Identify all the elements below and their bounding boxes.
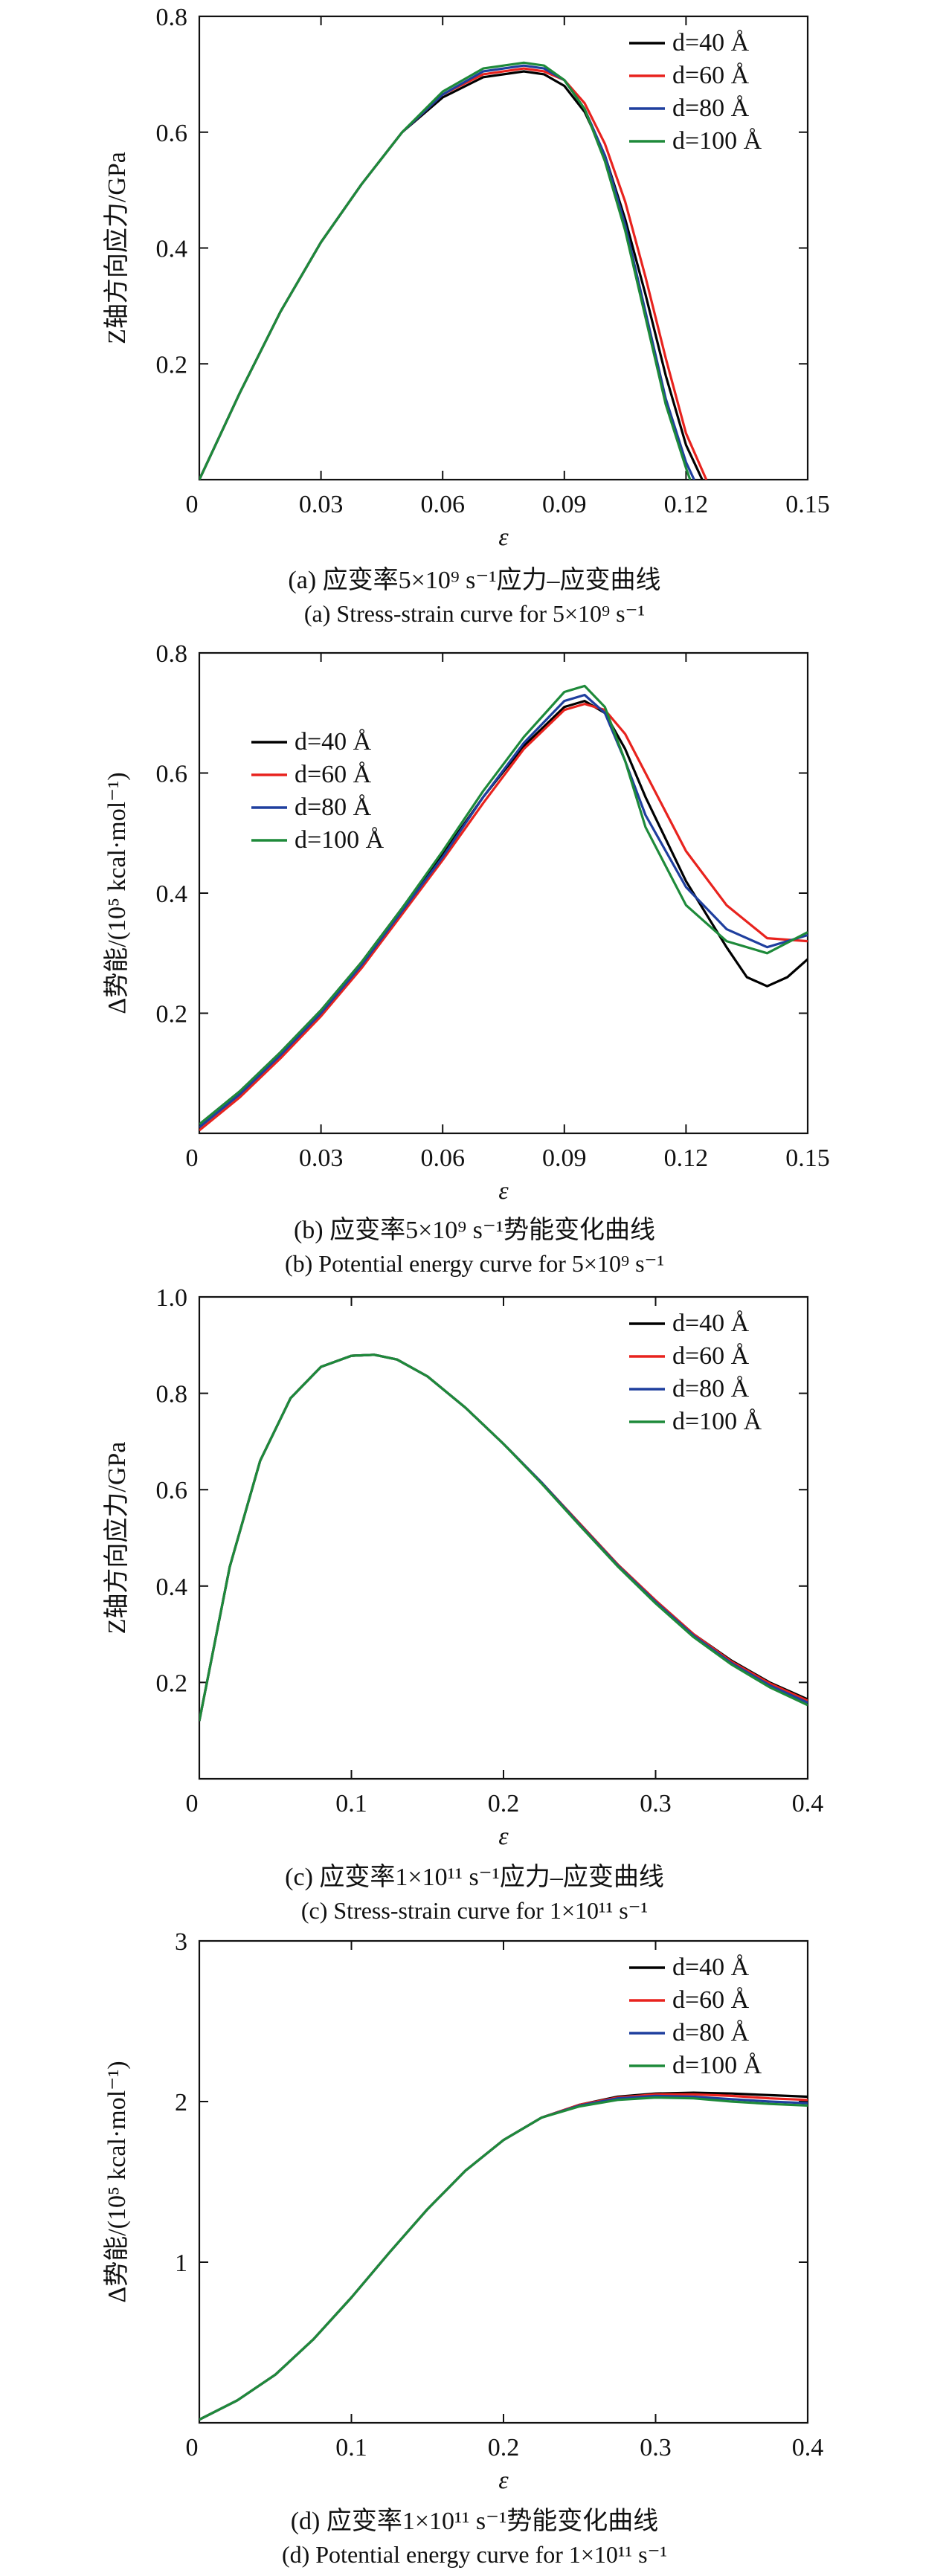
potential-energy-chart-d: 0 0.1 0.2 0.3 0.4 1 2 3 ε Δ势能/(10⁵ kcal·mol⁻¹) d=4… xyxy=(103,1932,824,2494)
y-tick-label: 2 xyxy=(175,2089,187,2116)
stress-strain-chart-c: 0 0.1 0.2 0.3 0.4 0.2 0.4 0.6 0.8 1.0 ε Z轴方向应力/GPa d… xyxy=(103,1288,824,1850)
y-tick-label: 1.0 xyxy=(156,1288,188,1312)
legend-label-1: d=40 Å xyxy=(295,728,372,756)
y-tick-label: 0.6 xyxy=(156,1477,188,1504)
legend-label-2: d=60 Å xyxy=(672,1986,750,2014)
x-tick-label: 0.03 xyxy=(299,491,344,518)
legend-label-3: d=80 Å xyxy=(672,94,750,122)
legend-label-4: d=100 Å xyxy=(672,2052,762,2079)
stress-strain-chart-a: 0 0.03 0.06 0.09 0.12 0.15 0.2 0.4 0.6 0.8 ε Z轴方向应力… xyxy=(103,4,830,551)
x-tick-label: 0.12 xyxy=(664,491,709,518)
legend-label-3: d=80 Å xyxy=(295,793,372,821)
x-axis-label: ε xyxy=(498,1177,509,1205)
y-tick-label: 0.4 xyxy=(156,236,188,263)
series-line-2 xyxy=(199,2093,808,2421)
chart-panel-b: 0 0.03 0.06 0.09 0.12 0.15 0.2 0.4 0.6 0.8 ε Δ势能/(1… xyxy=(0,644,949,1288)
x-tick-label: 0 xyxy=(186,1790,199,1817)
potential-energy-chart-b: 0 0.03 0.06 0.09 0.12 0.15 0.2 0.4 0.6 0.8 ε Δ势能/(1… xyxy=(103,644,830,1205)
legend-label-3: d=80 Å xyxy=(672,1375,750,1403)
y-tick-label: 0.2 xyxy=(156,1669,188,1697)
caption-en-d: (d) Potential energy curve for 1×10¹¹ s⁻… xyxy=(281,2541,668,2568)
series-line-4 xyxy=(199,1353,808,1722)
x-tick-label: 0.1 xyxy=(335,2434,367,2461)
legend-label-1: d=40 Å xyxy=(672,29,750,57)
x-tick-label: 0.4 xyxy=(792,1790,824,1817)
series-line-4 xyxy=(199,2096,808,2421)
caption-en-b: (b) Potential energy curve for 5×10⁹ s⁻¹ xyxy=(284,1250,665,1277)
legend-label-2: d=60 Å xyxy=(295,761,372,788)
series-line-4 xyxy=(199,61,692,480)
legend-label-2: d=60 Å xyxy=(672,1342,750,1370)
y-tick-label: 0.2 xyxy=(156,1001,188,1028)
series-line-3 xyxy=(199,2094,808,2421)
series-line-1 xyxy=(199,70,704,480)
y-tick-label: 0.6 xyxy=(156,761,188,788)
x-tick-label: 0 xyxy=(186,491,199,518)
x-tick-label: 0 xyxy=(186,1144,199,1172)
legend-label-4: d=100 Å xyxy=(672,127,762,155)
caption-cn-b: (b) 应变率5×10⁹ s⁻¹势能变化曲线 xyxy=(293,1217,656,1244)
series-line-4 xyxy=(199,684,808,1126)
y-tick-label: 0.2 xyxy=(156,351,188,379)
x-tick-label: 0.2 xyxy=(488,1790,520,1817)
x-axis-label: ε xyxy=(498,2467,509,2494)
y-tick-label: 0.6 xyxy=(156,120,188,147)
series-line-2 xyxy=(199,703,808,1132)
y-tick-label: 0.4 xyxy=(156,1574,188,1601)
x-tick-label: 0.15 xyxy=(785,1144,830,1172)
y-axis-label: Z轴方向应力/GPa xyxy=(103,1442,131,1635)
caption-en-a: (a) Stress-strain curve for 5×10⁹ s⁻¹ xyxy=(303,600,646,627)
series-line-2 xyxy=(199,67,708,480)
y-tick-label: 3 xyxy=(175,1932,187,1956)
legend-label-3: d=80 Å xyxy=(672,2019,750,2047)
x-tick-label: 0.09 xyxy=(542,491,587,518)
x-axis-label: ε xyxy=(498,524,509,551)
x-tick-label: 0.12 xyxy=(664,1144,709,1172)
series-line-1 xyxy=(199,2091,808,2421)
y-axis-label: Z轴方向应力/GPa xyxy=(103,152,131,344)
caption-cn-c: (c) 应变率1×10¹¹ s⁻¹应力–应变曲线 xyxy=(285,1864,664,1891)
series-line-3 xyxy=(199,64,695,480)
legend-label-4: d=100 Å xyxy=(672,1408,762,1435)
y-axis-label: Δ势能/(10⁵ kcal·mol⁻¹) xyxy=(103,2061,131,2302)
x-tick-label: 0.15 xyxy=(785,491,830,518)
chart-panel-c: 0 0.1 0.2 0.3 0.4 0.2 0.4 0.6 0.8 1.0 ε Z轴方向应力/GPa d… xyxy=(0,1288,949,1932)
x-tick-label: 0.3 xyxy=(640,1790,672,1817)
x-tick-label: 0 xyxy=(186,2434,199,2461)
x-tick-label: 0.03 xyxy=(299,1144,344,1172)
x-tick-label: 0.06 xyxy=(420,1144,465,1172)
caption-cn-a: (a) 应变率5×10⁹ s⁻¹应力–应变曲线 xyxy=(288,567,661,594)
y-tick-label: 0.8 xyxy=(156,644,188,668)
series-line-3 xyxy=(199,693,808,1129)
x-tick-label: 0.1 xyxy=(335,1790,367,1817)
legend-label-1: d=40 Å xyxy=(672,1954,750,1981)
y-tick-label: 0.8 xyxy=(156,1381,188,1408)
x-tick-label: 0.09 xyxy=(542,1144,587,1172)
y-tick-label: 0.8 xyxy=(156,4,188,31)
legend-label-2: d=60 Å xyxy=(672,62,750,89)
caption-en-c: (c) Stress-strain curve for 1×10¹¹ s⁻¹ xyxy=(300,1897,649,1924)
chart-panel-d: 0 0.1 0.2 0.3 0.4 1 2 3 ε Δ势能/(10⁵ kcal·mol⁻¹) d=4… xyxy=(0,1932,949,2576)
x-tick-label: 0.3 xyxy=(640,2434,672,2461)
y-tick-label: 0.4 xyxy=(156,880,188,908)
legend-label-1: d=40 Å xyxy=(672,1310,750,1337)
legend-label-4: d=100 Å xyxy=(295,826,385,854)
chart-panel-a: 0 0.03 0.06 0.09 0.12 0.15 0.2 0.4 0.6 0.8 ε Z轴方向应力… xyxy=(0,0,949,644)
x-tick-label: 0.4 xyxy=(792,2434,824,2461)
x-tick-label: 0.06 xyxy=(420,491,465,518)
x-axis-label: ε xyxy=(498,1823,509,1850)
y-tick-label: 1 xyxy=(175,2250,187,2277)
caption-cn-d: (d) 应变率1×10¹¹ s⁻¹势能变化曲线 xyxy=(290,2508,659,2535)
y-axis-label: Δ势能/(10⁵ kcal·mol⁻¹) xyxy=(103,772,131,1014)
x-tick-label: 0.2 xyxy=(488,2434,520,2461)
